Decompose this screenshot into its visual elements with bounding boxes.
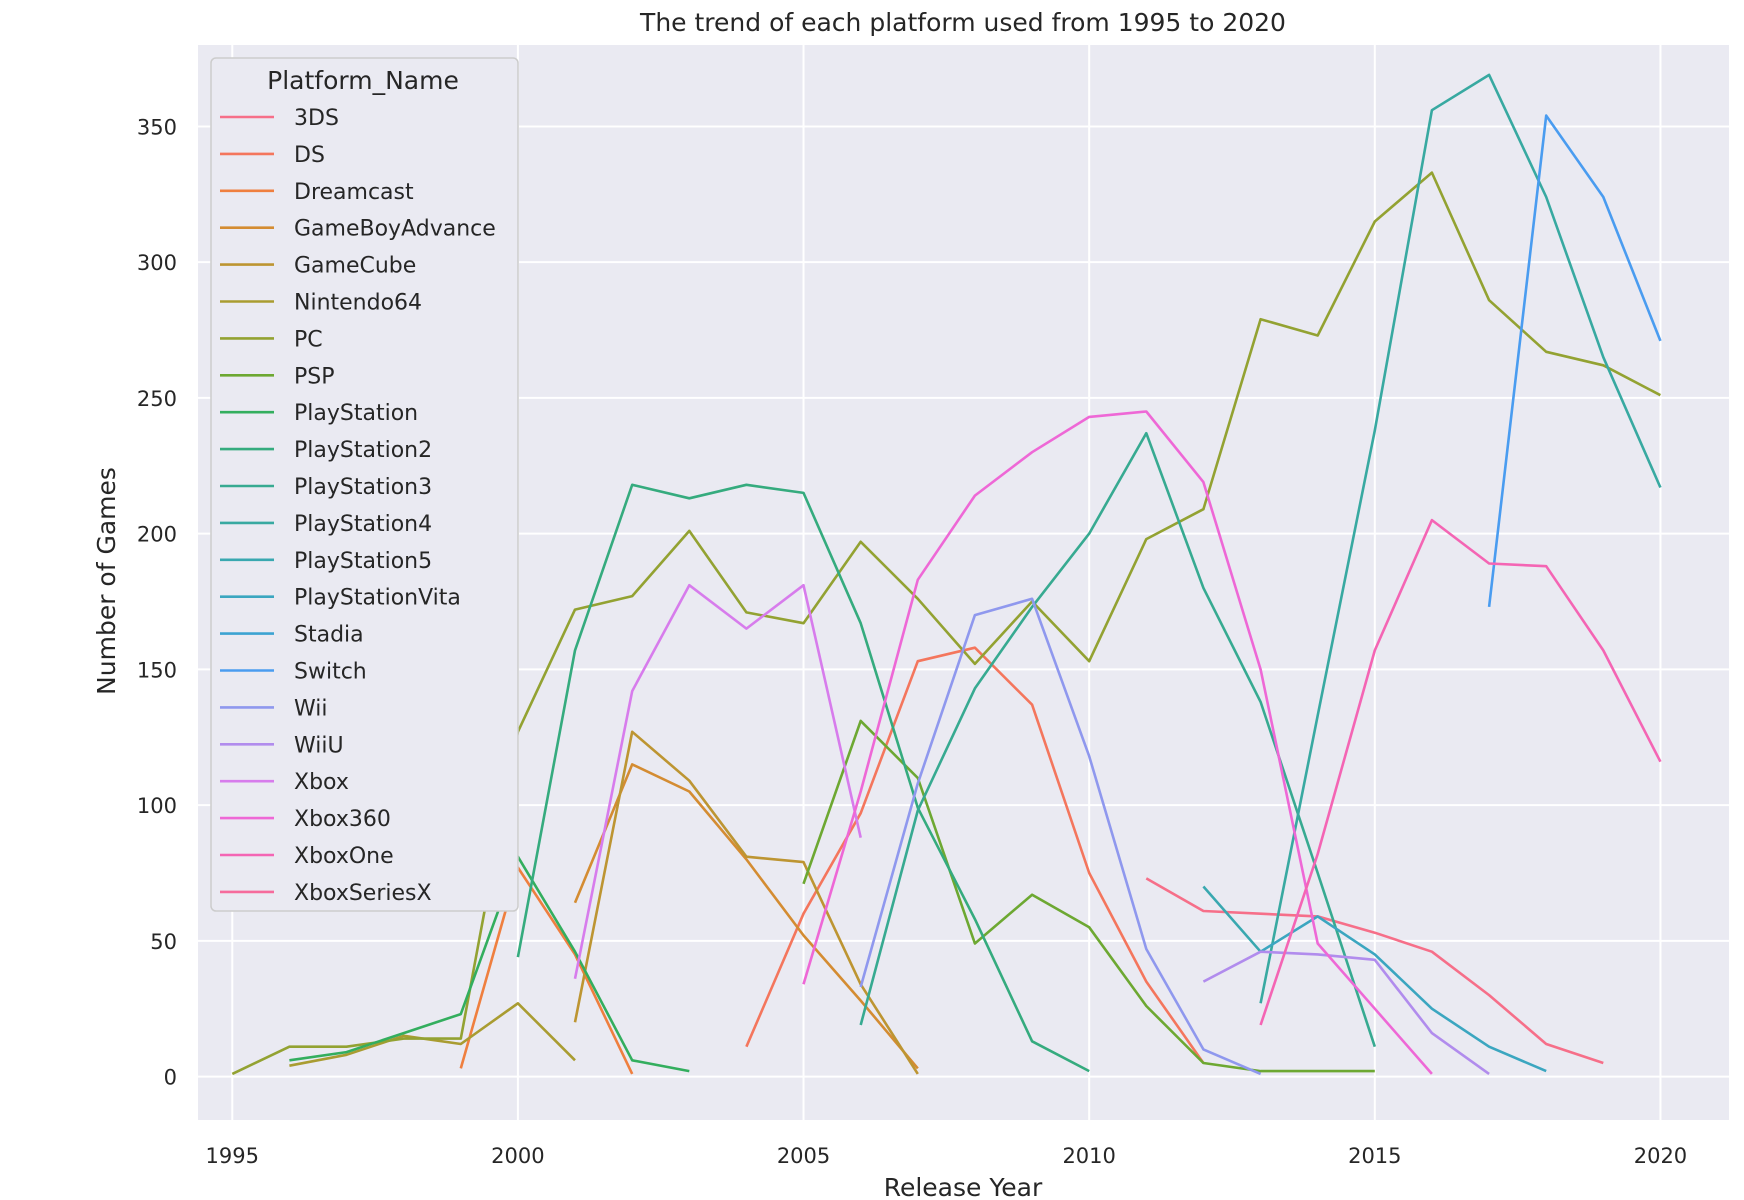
series-line-switch [1487,114,1662,608]
legend-entry-label: Wii [294,696,328,721]
legend-entry-label: Switch [294,660,367,685]
series-line-playstationvita [1259,915,1547,1073]
legend-entry-label: PlayStation5 [294,549,432,574]
x-tick-label: 2005 [777,1144,830,1168]
y-tick-label: 0 [164,1066,177,1090]
legend-entry-label: GameBoyAdvance [294,217,496,242]
y-tick-label: 250 [137,387,177,411]
legend-entry-label: WiiU [294,733,344,758]
legend-title: Platform_Name [267,66,459,95]
legend-entry-label: PlayStation3 [294,475,432,500]
series-line-playstation5 [1202,885,1262,953]
x-tick-label: 1995 [206,1144,259,1168]
y-tick-label: 300 [137,251,177,275]
legend-entry-label: PSP [294,364,335,389]
y-tick-label: 200 [137,523,177,547]
series-line-ds [745,646,1205,1064]
x-tick-label: 2020 [1634,1144,1687,1168]
legend-entry-label: PlayStation4 [294,512,432,537]
y-tick-label: 50 [150,930,177,954]
series-line-xbox360 [802,410,1433,1075]
legend-entry-label: GameCube [294,254,416,279]
series-line-playstation [289,855,690,1073]
x-tick-label: 2015 [1348,1144,1401,1168]
series-line-wiiu [1202,950,1490,1075]
series-line-psp [802,719,1375,1073]
y-tick-label: 350 [137,115,177,139]
x-axis-label: Release Year [884,1173,1043,1200]
series-lines [231,73,1662,1076]
series-line-wii [859,597,1262,1076]
chart-title: The trend of each platform used from 199… [639,8,1286,37]
legend-entry-label: PlayStationVita [294,586,461,611]
series-line-gameboyadvance [573,763,919,1070]
legend-entry-label: PC [294,327,323,352]
legend-entry-label: Nintendo64 [294,291,422,316]
series-line-playstation3 [859,431,1377,1048]
legend-entry-label: Xbox360 [294,807,391,832]
x-tick-label: 2010 [1062,1144,1115,1168]
series-line-xboxone [1259,518,1662,1026]
tick-labels: 1995 2000 2005 2010 2015 2020 0 50 100 150 200 250 3… [137,115,1687,1168]
legend-entry-label: PlayStation [294,401,418,426]
series-line-playstation2 [516,483,1090,1073]
series-line-3ds [1145,877,1604,1065]
series-line-dreamcast [459,866,634,1075]
legend-entry-label: DS [294,143,325,168]
x-tick-label: 2000 [491,1144,544,1168]
legend-entry-label: XboxOne [294,844,394,869]
legend-entry-label: XboxSeriesX [294,881,432,906]
legend-entry-label: Xbox [294,770,349,795]
y-tick-label: 100 [137,794,177,818]
y-tick-label: 150 [137,658,177,682]
legend: Platform_Name 3DS DS Dreamcast GameBoyAdvan… [210,57,519,912]
legend-entry-label: PlayStation2 [294,438,432,463]
legend-entry-label: Stadia [294,623,364,648]
series-line-xbox [573,583,862,980]
legend-box [210,57,519,912]
legend-entry-label: 3DS [294,106,339,131]
series-line-playstation4 [1259,73,1662,1004]
legend-entry-label: Dreamcast [294,180,414,205]
y-axis-label: Number of Games [92,467,121,695]
